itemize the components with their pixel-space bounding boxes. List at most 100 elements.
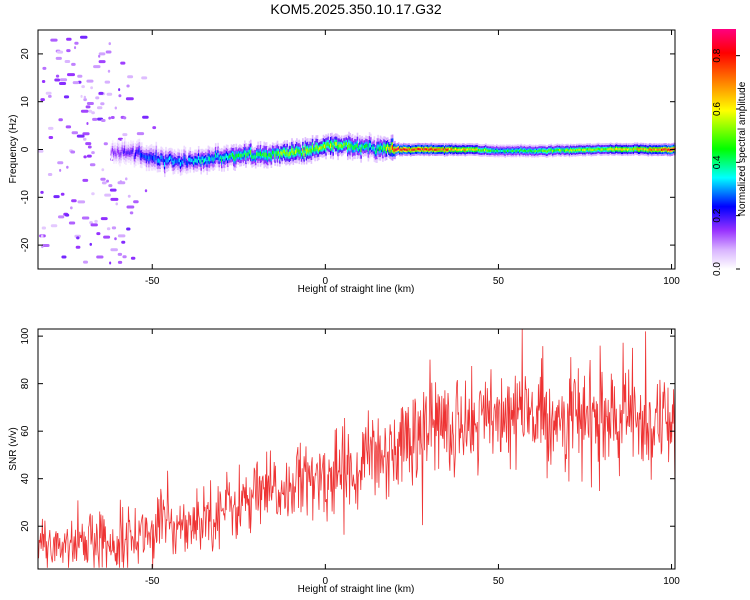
heatmap-cell — [183, 156, 185, 161]
heatmap-cell — [86, 102, 94, 105]
heatmap-cell — [145, 155, 148, 161]
heatmap-cell — [497, 150, 499, 153]
heatmap-cell — [118, 150, 120, 155]
heatmap-cell — [594, 148, 596, 151]
heatmap-cell — [66, 165, 69, 169]
heatmap-cell — [380, 145, 383, 150]
heatmap-cell — [81, 85, 85, 89]
y-tick-label: 40 — [20, 473, 31, 485]
heatmap-cell — [303, 152, 305, 157]
heatmap-cell — [363, 145, 366, 149]
heatmap-cell — [101, 181, 107, 185]
heatmap-cell — [206, 159, 208, 165]
heatmap-cell — [56, 50, 64, 54]
heatmap-cell — [268, 153, 270, 157]
x-tick-label: 100 — [663, 276, 680, 287]
heatmap-cell — [275, 150, 278, 154]
heatmap-cell — [168, 156, 171, 161]
heatmap-cell — [555, 149, 557, 152]
heatmap-cell — [89, 163, 96, 167]
heatmap-cell — [368, 142, 371, 148]
heatmap-cell — [111, 148, 114, 152]
snr-frame — [37, 328, 676, 570]
heatmap-cell — [379, 145, 382, 151]
heatmap-cell — [448, 148, 451, 151]
heatmap-cell — [90, 86, 93, 90]
heatmap-cell — [606, 148, 608, 151]
heatmap-cell — [525, 150, 527, 153]
heatmap-cell — [48, 94, 52, 98]
heatmap-cell — [601, 148, 603, 151]
heatmap-cell — [618, 148, 620, 151]
heatmap-cell — [325, 144, 327, 150]
heatmap-cell — [85, 105, 91, 109]
heatmap-cell — [66, 49, 71, 53]
heatmap-cell — [57, 161, 64, 165]
heatmap-cell — [639, 148, 641, 151]
heatmap-cell — [216, 154, 218, 158]
heatmap-cell — [498, 150, 500, 153]
heatmap-cell — [196, 159, 199, 164]
heatmap-cell — [504, 150, 507, 153]
heatmap-cell — [246, 153, 248, 157]
heatmap-cell — [184, 157, 187, 163]
heatmap-cell — [160, 155, 162, 160]
heatmap-cell — [416, 148, 418, 151]
heatmap-cell — [93, 65, 101, 69]
heatmap-cell — [115, 202, 118, 206]
heatmap-cell — [108, 42, 111, 46]
heatmap-cell — [188, 157, 190, 162]
heatmap-cell — [229, 154, 231, 158]
heatmap-cell — [136, 149, 138, 154]
heatmap-cell — [66, 37, 72, 41]
heatmap-cell — [395, 148, 397, 151]
heatmap-cell — [585, 148, 588, 151]
heatmap-cell — [231, 153, 234, 157]
heatmap-cell — [646, 148, 648, 151]
heatmap-cell — [270, 154, 273, 159]
heatmap-cell — [42, 66, 47, 70]
heatmap-cell — [373, 146, 376, 152]
heatmap-cell — [625, 148, 628, 151]
heatmap-cell — [526, 149, 528, 153]
heatmap-cell — [574, 149, 577, 152]
heatmap-cell — [521, 149, 524, 152]
heatmap-cell — [204, 158, 206, 163]
heatmap-cell — [636, 147, 639, 150]
heatmap-cell — [349, 143, 351, 149]
heatmap-cell — [54, 78, 61, 82]
heatmap-cell — [405, 148, 407, 151]
heatmap-cell — [417, 147, 419, 151]
heatmap-cell — [662, 148, 664, 151]
heatmap-cell — [122, 150, 125, 155]
heatmap-cell — [366, 143, 368, 148]
heatmap-cell — [110, 150, 113, 154]
heatmap-cell — [282, 149, 285, 154]
heatmap-cell — [142, 154, 144, 158]
heatmap-cell — [110, 197, 119, 201]
heatmap-cell — [567, 148, 570, 152]
heatmap-cell — [120, 61, 126, 65]
heatmap-cell — [616, 147, 618, 150]
heatmap-cell — [596, 148, 599, 151]
colorbar-tick-label: 0.4 — [712, 155, 723, 169]
heatmap-cell — [538, 149, 540, 152]
heatmap-cell — [235, 153, 238, 159]
heatmap-cell — [435, 148, 437, 151]
heatmap-cell — [237, 153, 240, 157]
heatmap-cell — [500, 149, 503, 153]
heatmap-cell — [384, 146, 387, 151]
heatmap-cell — [331, 142, 333, 147]
heatmap-cell — [114, 150, 116, 155]
heatmap-cell — [600, 148, 602, 151]
heatmap-cell — [182, 160, 184, 165]
heatmap-cell — [261, 154, 263, 158]
heatmap-cell — [120, 152, 122, 156]
heatmap-cell — [127, 150, 130, 155]
heatmap-cell — [90, 223, 98, 227]
heatmap-cell — [350, 143, 353, 148]
heatmap-cell — [189, 157, 192, 163]
heatmap-cell — [434, 148, 436, 151]
heatmap-cell — [86, 79, 94, 83]
